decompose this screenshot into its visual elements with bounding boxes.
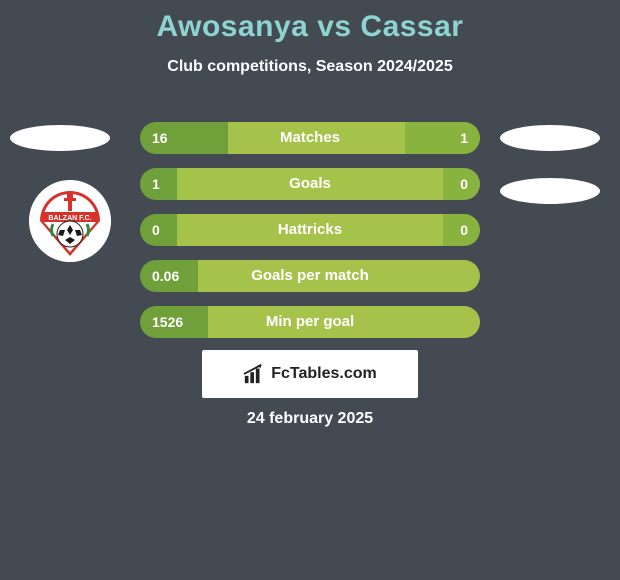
update-date: 24 february 2025 xyxy=(0,410,620,428)
page-title: Awosanya vs Cassar xyxy=(0,0,620,44)
stat-label: Hattricks xyxy=(140,214,480,246)
stat-label: Goals xyxy=(140,168,480,200)
stat-label: Matches xyxy=(140,122,480,154)
balzan-badge-icon: BALZAN F.C. xyxy=(29,180,111,262)
brand-text: FcTables.com xyxy=(271,365,377,383)
player-left-ellipse xyxy=(10,125,110,151)
stat-row: 1526Min per goal xyxy=(140,306,480,338)
player-right-ellipse-b xyxy=(500,178,600,204)
player-right-ellipse-a xyxy=(500,125,600,151)
stat-row: 161Matches xyxy=(140,122,480,154)
stat-label: Goals per match xyxy=(140,260,480,292)
bar-chart-icon xyxy=(243,363,265,385)
brand-badge: FcTables.com xyxy=(202,350,418,398)
page-subtitle: Club competitions, Season 2024/2025 xyxy=(0,58,620,76)
club-badge: BALZAN F.C. xyxy=(29,180,111,262)
stat-label: Min per goal xyxy=(140,306,480,338)
stat-row: 00Hattricks xyxy=(140,214,480,246)
stat-bars: 161Matches 10Goals 00Hattricks 0.06Goals pe… xyxy=(140,122,480,352)
stat-row: 10Goals xyxy=(140,168,480,200)
stat-row: 0.06Goals per match xyxy=(140,260,480,292)
comparison-infographic: Awosanya vs Cassar Club competitions, Se… xyxy=(0,0,620,580)
